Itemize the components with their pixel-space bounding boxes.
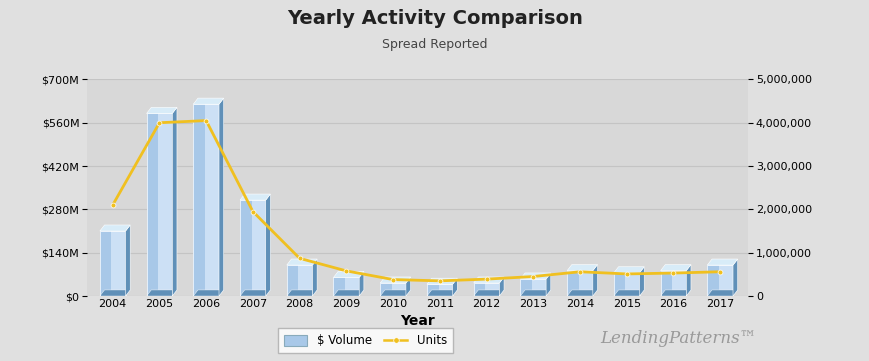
Polygon shape	[706, 290, 737, 296]
Bar	[567, 271, 592, 296]
Bar	[287, 265, 298, 296]
Bar	[204, 104, 219, 296]
Polygon shape	[172, 107, 176, 296]
Polygon shape	[146, 107, 176, 113]
Bar	[380, 283, 391, 296]
Polygon shape	[265, 194, 270, 296]
Polygon shape	[380, 277, 410, 283]
Polygon shape	[240, 194, 270, 200]
Bar	[240, 200, 265, 296]
Bar	[345, 278, 359, 296]
Polygon shape	[614, 267, 643, 273]
Bar	[427, 284, 452, 296]
Polygon shape	[100, 225, 130, 231]
Bar	[100, 231, 125, 296]
Bar	[706, 265, 718, 296]
Legend: $ Volume, Units: $ Volume, Units	[277, 329, 453, 353]
Polygon shape	[567, 290, 597, 296]
Bar	[193, 104, 204, 296]
Bar	[427, 284, 438, 296]
Bar	[625, 273, 639, 296]
Polygon shape	[100, 290, 130, 296]
Bar	[718, 265, 733, 296]
Bar	[485, 283, 499, 296]
Bar	[578, 271, 592, 296]
Polygon shape	[660, 265, 690, 271]
Polygon shape	[660, 290, 690, 296]
Bar	[520, 279, 546, 296]
Polygon shape	[499, 277, 503, 296]
Bar	[380, 283, 406, 296]
Bar	[438, 284, 452, 296]
Polygon shape	[520, 273, 550, 279]
Bar	[287, 265, 312, 296]
Bar	[240, 200, 251, 296]
Bar	[100, 231, 111, 296]
Polygon shape	[706, 259, 737, 265]
Polygon shape	[452, 278, 457, 296]
Polygon shape	[686, 265, 690, 296]
Bar	[473, 283, 499, 296]
Polygon shape	[359, 271, 363, 296]
Text: Spread Reported: Spread Reported	[381, 38, 488, 51]
Polygon shape	[614, 290, 643, 296]
Polygon shape	[639, 267, 643, 296]
Polygon shape	[380, 290, 410, 296]
Bar	[614, 273, 625, 296]
Polygon shape	[219, 98, 223, 296]
Polygon shape	[125, 225, 130, 296]
Bar	[193, 104, 219, 296]
Polygon shape	[240, 290, 270, 296]
Polygon shape	[193, 290, 223, 296]
Polygon shape	[193, 98, 223, 104]
Bar	[567, 271, 578, 296]
Bar	[660, 271, 686, 296]
Bar	[333, 278, 345, 296]
Bar	[660, 271, 672, 296]
Polygon shape	[333, 271, 363, 278]
Bar	[333, 278, 359, 296]
Bar	[251, 200, 265, 296]
Polygon shape	[146, 290, 176, 296]
Polygon shape	[473, 277, 503, 283]
Polygon shape	[427, 278, 457, 284]
Bar	[531, 279, 546, 296]
Bar	[146, 113, 158, 296]
Bar	[158, 113, 172, 296]
Polygon shape	[733, 259, 737, 296]
Bar	[614, 273, 639, 296]
Polygon shape	[567, 265, 597, 271]
Polygon shape	[287, 290, 317, 296]
Polygon shape	[287, 259, 317, 265]
Bar	[520, 279, 531, 296]
Polygon shape	[427, 290, 457, 296]
Bar	[473, 283, 485, 296]
Bar	[111, 231, 125, 296]
Bar	[706, 265, 733, 296]
Text: LendingPatterns™: LendingPatterns™	[600, 330, 756, 347]
Polygon shape	[312, 259, 317, 296]
Bar	[298, 265, 312, 296]
Bar	[146, 113, 172, 296]
Polygon shape	[406, 277, 410, 296]
Polygon shape	[473, 290, 503, 296]
Polygon shape	[520, 290, 550, 296]
Text: Yearly Activity Comparison: Yearly Activity Comparison	[287, 9, 582, 28]
Polygon shape	[546, 273, 550, 296]
Bar	[391, 283, 406, 296]
Polygon shape	[592, 265, 597, 296]
X-axis label: Year: Year	[400, 314, 434, 329]
Bar	[672, 271, 686, 296]
Polygon shape	[333, 290, 363, 296]
